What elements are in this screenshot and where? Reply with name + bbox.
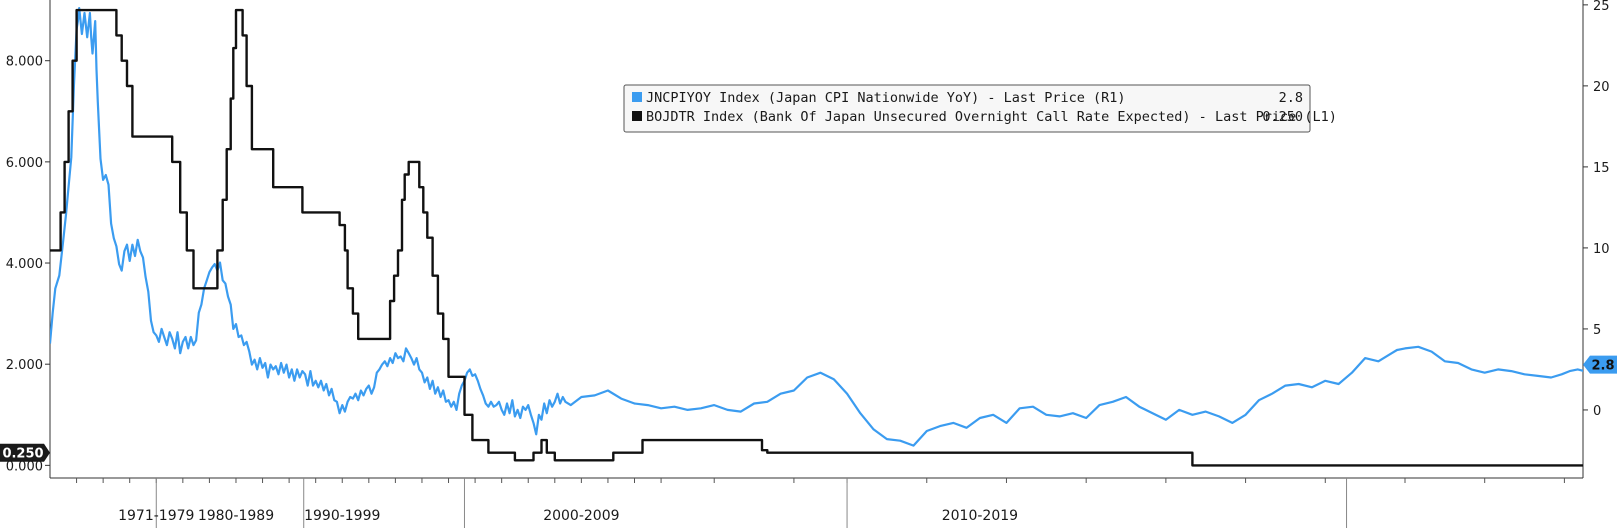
right-tick-label: 0 — [1593, 404, 1601, 419]
right-tick-label: 5 — [1593, 323, 1601, 338]
call-rate-last-badge — [0, 443, 50, 462]
cpi-last-badge — [1583, 355, 1617, 374]
x-period-label: 1980-1989 — [198, 508, 274, 524]
legend-last-value: 0.250 — [1262, 109, 1303, 125]
x-period-label: 2010-2019 — [942, 508, 1018, 524]
right-tick-label: 25 — [1593, 0, 1610, 14]
legend-swatch-call-rate — [632, 111, 642, 121]
last-value-badges: 2.8 0.250 — [0, 355, 1617, 462]
cpi-series-line — [50, 7, 1583, 447]
legend-swatch-cpi — [632, 92, 642, 102]
right-tick-label: 15 — [1593, 161, 1610, 176]
x-period-label: 1990-1999 — [304, 508, 380, 524]
left-tick-label: 0.000 — [6, 459, 43, 474]
call-rate-last-badge-label: 0.250 — [2, 447, 43, 462]
left-tick-label: 8.000 — [6, 55, 43, 70]
call-rate-series-line — [50, 8, 1583, 467]
legend-last-value: 2.8 — [1279, 90, 1303, 106]
x-period-label: 1971-1979 — [118, 508, 194, 524]
left-tick-label: 4.000 — [6, 257, 43, 272]
left-tick-label: 6.000 — [6, 156, 43, 171]
series-layer — [50, 7, 1583, 467]
x-period-label: 2000-2009 — [543, 508, 619, 524]
left-tick-label: 2.000 — [6, 358, 43, 373]
axes: 0.000 2.000 4.000 6.000 8.000 0 5 10 15 20 25 1971-… — [6, 0, 1610, 528]
cpi-last-badge-label: 2.8 — [1591, 359, 1614, 374]
legend: JNCPIYOY Index (Japan CPI Nationwide YoY… — [623, 84, 1337, 133]
right-tick-label: 10 — [1593, 242, 1610, 257]
legend-label: BOJDTR Index (Bank Of Japan Unsecured Ov… — [646, 109, 1337, 125]
right-tick-label: 20 — [1593, 80, 1610, 95]
legend-label: JNCPIYOY Index (Japan CPI Nationwide YoY… — [646, 90, 1126, 106]
legend-box — [623, 84, 1311, 133]
